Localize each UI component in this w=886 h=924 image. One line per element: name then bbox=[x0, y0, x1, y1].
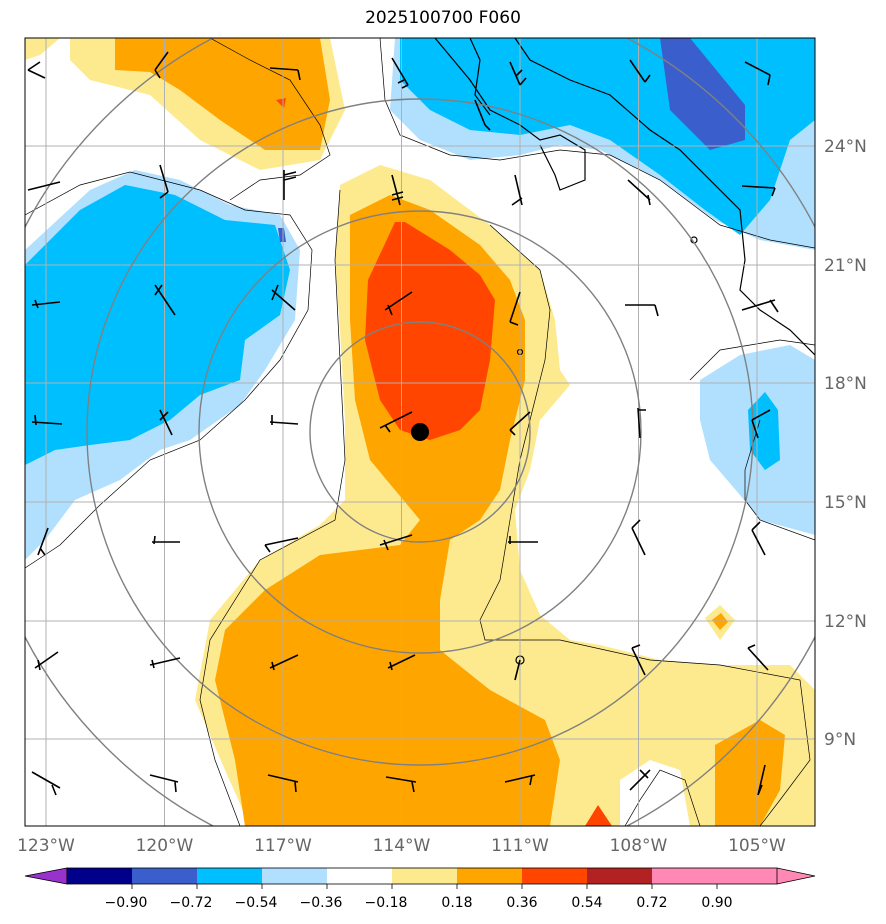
lat-label-21: 21°N bbox=[824, 256, 867, 276]
colorbar-label: 0.90 bbox=[701, 895, 732, 911]
lat-label-24: 24°N bbox=[824, 137, 867, 157]
colorbar-bin bbox=[132, 868, 197, 884]
lon-label-120: 120°W bbox=[136, 836, 194, 856]
range-rings bbox=[25, 38, 815, 826]
colorbar-bin bbox=[262, 868, 327, 884]
map-frame bbox=[24, 37, 816, 827]
colorbar-bin bbox=[327, 868, 392, 884]
lon-label-114: 114°W bbox=[373, 836, 431, 856]
colorbar-label: −0.54 bbox=[235, 895, 278, 911]
gridlines bbox=[25, 38, 815, 826]
colorbar-label: 0.18 bbox=[441, 895, 472, 911]
colorbar-label: 0.36 bbox=[506, 895, 537, 911]
colorbar-label: −0.36 bbox=[300, 895, 343, 911]
colorbar-label: −0.18 bbox=[365, 895, 408, 911]
wind-barbs bbox=[27, 51, 779, 796]
longitude-labels: 123°W 120°W 117°W 114°W 111°W 108°W 105°… bbox=[17, 836, 786, 856]
colorbar-label: 0.54 bbox=[571, 895, 602, 911]
lon-label-111: 111°W bbox=[491, 836, 549, 856]
lat-label-15: 15°N bbox=[824, 493, 867, 513]
colorbar-label: −0.72 bbox=[170, 895, 213, 911]
colorbar-extend-high bbox=[652, 868, 815, 884]
negative-anomaly-fill bbox=[25, 38, 815, 560]
lat-label-12: 12°N bbox=[824, 612, 867, 632]
latitude-labels: 24°N 21°N 18°N 15°N 12°N 9°N bbox=[824, 137, 867, 750]
colorbar-bin bbox=[522, 868, 587, 884]
lon-label-117: 117°W bbox=[254, 836, 312, 856]
colorbar-bin bbox=[392, 868, 457, 884]
storm-center-marker bbox=[411, 423, 429, 441]
colorbar: −0.90 −0.72 −0.54 −0.36 −0.18 0.18 0.36 … bbox=[24, 867, 816, 911]
colorbar-bin bbox=[67, 868, 132, 884]
map-title: 2025100700 F060 bbox=[365, 8, 521, 28]
colorbar-label: 0.72 bbox=[636, 895, 667, 911]
lon-label-123: 123°W bbox=[17, 836, 75, 856]
colorbar-bin bbox=[457, 868, 522, 884]
colorbar-extend-low bbox=[24, 867, 68, 885]
colorbar-bin bbox=[587, 868, 652, 884]
contour-lines bbox=[25, 38, 815, 826]
lat-label-9: 9°N bbox=[824, 730, 856, 750]
lon-label-105: 105°W bbox=[728, 836, 786, 856]
lon-label-108: 108°W bbox=[610, 836, 668, 856]
colorbar-label: −0.90 bbox=[105, 895, 148, 911]
colorbar-bin bbox=[197, 868, 262, 884]
lat-label-18: 18°N bbox=[824, 374, 867, 394]
map-area bbox=[25, 38, 815, 826]
